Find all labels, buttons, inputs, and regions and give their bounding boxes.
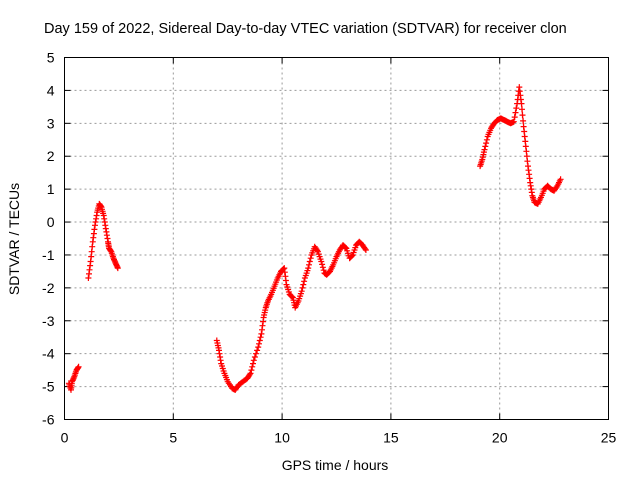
axis-ticks xyxy=(64,57,609,420)
grid xyxy=(64,57,609,420)
data-point xyxy=(289,293,296,300)
data-point xyxy=(306,258,313,265)
data-point xyxy=(75,363,82,370)
y-tick-label: -6 xyxy=(42,412,55,428)
y-tick-label: 3 xyxy=(47,115,55,131)
x-tick-label: 15 xyxy=(383,430,399,446)
chart-title: Day 159 of 2022, Sidereal Day-to-day VTE… xyxy=(44,21,567,37)
data-point xyxy=(307,255,314,262)
data-point xyxy=(114,265,121,272)
data-point xyxy=(249,363,256,370)
series-segment-1 xyxy=(65,363,82,393)
x-axis-label: GPS time / hours xyxy=(282,457,389,473)
data-point xyxy=(342,244,349,251)
x-tick-label: 25 xyxy=(601,430,617,446)
data-point xyxy=(483,136,490,143)
data-point xyxy=(280,265,287,272)
y-tick-label: -5 xyxy=(42,379,55,395)
data-point xyxy=(257,334,264,341)
x-tick-label: 0 xyxy=(61,430,69,446)
data-point xyxy=(319,261,326,268)
series-segment-3 xyxy=(213,238,369,393)
y-tick-label: -1 xyxy=(42,247,55,263)
data-point xyxy=(256,340,262,347)
y-tick-label: 5 xyxy=(47,50,55,66)
data-point xyxy=(520,123,527,130)
data-point xyxy=(256,337,263,344)
data-point xyxy=(101,215,108,222)
data-point xyxy=(526,175,533,182)
y-tick-label: -2 xyxy=(42,280,55,296)
data-point xyxy=(511,114,518,121)
data-point xyxy=(510,118,517,125)
data-point xyxy=(513,105,520,112)
series-line xyxy=(216,241,367,391)
y-axis-label: SDTVAR / TECUs xyxy=(6,183,22,295)
data-point xyxy=(314,247,321,254)
data-point xyxy=(520,117,527,124)
y-tick-label: 0 xyxy=(47,214,55,230)
tick-labels: 0 5 10 15 20 25 -6 -5 -4 -3 -2 -1 0 1 2 3 4 5 xyxy=(42,50,616,446)
data-point xyxy=(298,288,305,295)
data-point xyxy=(255,344,262,351)
data-point xyxy=(483,140,490,147)
data-point xyxy=(251,354,258,360)
x-tick-label: 5 xyxy=(169,430,177,446)
data-point xyxy=(482,143,489,150)
data-point xyxy=(301,278,308,285)
y-tick-label: 2 xyxy=(47,148,55,164)
series-segment-2 xyxy=(85,200,121,281)
data-point xyxy=(349,252,355,259)
data-point xyxy=(512,109,519,116)
data-point xyxy=(519,106,525,113)
data-point xyxy=(362,247,369,253)
data-point xyxy=(299,284,306,291)
data-point xyxy=(522,143,529,150)
data-point xyxy=(557,176,564,183)
series-segment-4 xyxy=(477,84,564,207)
data-point xyxy=(247,370,254,377)
data-point xyxy=(70,375,77,381)
data-point xyxy=(89,243,96,250)
y-tick-label: -4 xyxy=(42,346,55,362)
x-tick-label: 20 xyxy=(492,430,508,446)
data-point xyxy=(300,281,307,288)
data-point xyxy=(250,360,256,367)
data-series xyxy=(65,84,564,393)
data-point xyxy=(518,100,525,107)
data-point xyxy=(253,350,259,357)
data-point xyxy=(305,265,312,272)
data-point xyxy=(250,357,257,364)
y-tick-label: 1 xyxy=(47,181,55,197)
data-point xyxy=(248,367,255,374)
data-point xyxy=(519,112,526,119)
data-point xyxy=(319,264,326,271)
data-point xyxy=(481,146,488,153)
data-point xyxy=(516,88,523,95)
data-point xyxy=(306,261,312,268)
data-point xyxy=(318,258,325,265)
y-tick-label: 4 xyxy=(47,82,55,98)
data-point xyxy=(246,371,253,378)
plot-area-frame xyxy=(64,57,609,420)
x-tick-label: 10 xyxy=(274,430,290,446)
y-tick-label: -3 xyxy=(42,313,55,329)
data-point xyxy=(254,347,261,354)
data-point xyxy=(362,245,369,252)
data-point xyxy=(320,267,327,274)
